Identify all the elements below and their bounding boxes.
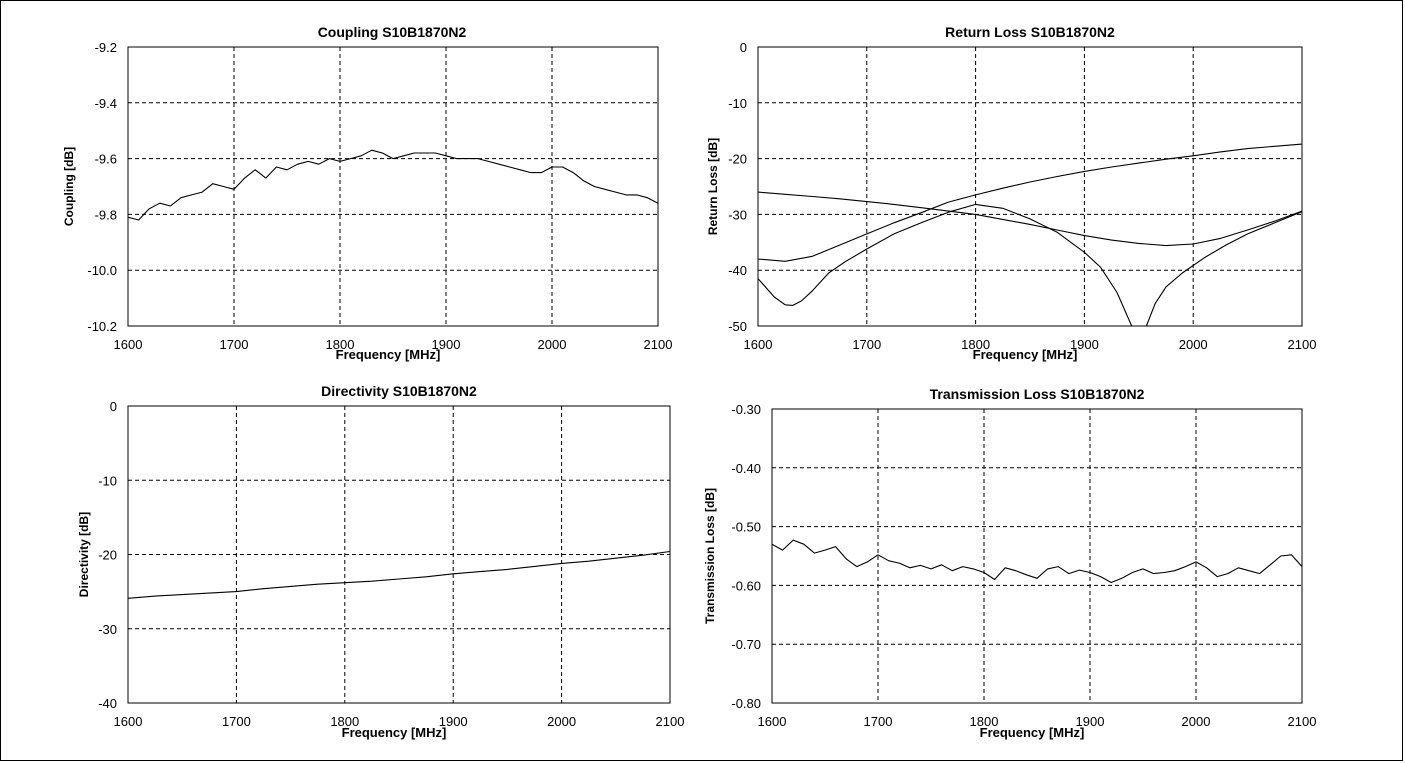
coupling-plot-area bbox=[127, 46, 659, 327]
directivity-y-tick-label: -20 bbox=[98, 548, 117, 563]
return-loss-x-tick-label: 1700 bbox=[852, 337, 881, 352]
return-loss-plot-area bbox=[757, 46, 1303, 327]
directivity-x-tick-label: 1800 bbox=[330, 714, 359, 729]
directivity-y-axis-label: Directivity [dB] bbox=[77, 512, 91, 597]
coupling-x-tick-label: 1600 bbox=[114, 337, 143, 352]
return-loss-y-tick-label: -20 bbox=[728, 152, 747, 167]
return-loss-series-line-1 bbox=[758, 191, 1302, 247]
transmission-loss-y-tick-label: -0.50 bbox=[731, 520, 761, 535]
transmission-loss-title: Transmission Loss S10B1870N2 bbox=[930, 386, 1145, 402]
return-loss-y-tick-label: -30 bbox=[728, 207, 747, 222]
return-loss-x-tick-label: 1900 bbox=[1070, 337, 1099, 352]
directivity-x-tick-label: 1700 bbox=[222, 714, 251, 729]
transmission-loss-x-tick-label: 2100 bbox=[1288, 714, 1317, 729]
directivity-y-tick-label: -10 bbox=[98, 473, 117, 488]
transmission-loss-y-tick-label: -0.40 bbox=[731, 461, 761, 476]
coupling-x-axis-label: Frequency [MHz] bbox=[336, 347, 441, 362]
coupling-x-tick-label: 2100 bbox=[644, 337, 673, 352]
directivity-x-tick-label: 1600 bbox=[114, 714, 143, 729]
transmission-loss-x-tick-label: 2000 bbox=[1182, 714, 1211, 729]
return-loss-series-line-3 bbox=[758, 203, 1302, 326]
transmission-loss-x-tick-label: 1600 bbox=[758, 714, 787, 729]
return-loss-x-tick-label: 2100 bbox=[1288, 337, 1317, 352]
transmission-loss-y-tick-label: -0.80 bbox=[731, 696, 761, 711]
directivity-x-tick-label: 2000 bbox=[547, 714, 576, 729]
transmission-loss-y-tick-label: -0.30 bbox=[731, 402, 761, 417]
coupling-x-tick-label: 1900 bbox=[432, 337, 461, 352]
directivity-series-line-1 bbox=[128, 550, 670, 599]
transmission-loss-x-axis-label: Frequency [MHz] bbox=[980, 725, 1085, 740]
return-loss-y-tick-label: -10 bbox=[728, 96, 747, 111]
coupling-x-tick-label: 2000 bbox=[538, 337, 567, 352]
coupling-x-tick-label: 1800 bbox=[326, 337, 355, 352]
return-loss-title: Return Loss S10B1870N2 bbox=[945, 24, 1115, 40]
coupling-title: Coupling S10B1870N2 bbox=[318, 24, 467, 40]
return-loss-series-line-2 bbox=[758, 143, 1302, 262]
transmission-loss-y-tick-label: -0.70 bbox=[731, 637, 761, 652]
directivity-plot-area bbox=[127, 405, 671, 704]
directivity-x-tick-label: 2100 bbox=[656, 714, 685, 729]
coupling-series-line-1 bbox=[128, 149, 658, 221]
directivity-y-tick-label: 0 bbox=[110, 399, 117, 414]
coupling-y-tick-label: -9.8 bbox=[95, 207, 117, 222]
directivity-title: Directivity S10B1870N2 bbox=[321, 383, 477, 399]
return-loss-x-axis-label: Frequency [MHz] bbox=[973, 347, 1078, 362]
directivity-x-axis-label: Frequency [MHz] bbox=[342, 725, 447, 740]
coupling-x-tick-label: 1700 bbox=[220, 337, 249, 352]
coupling-y-tick-label: -10.2 bbox=[87, 319, 117, 334]
coupling-y-tick-label: -9.4 bbox=[95, 96, 117, 111]
return-loss-x-tick-label: 2000 bbox=[1179, 337, 1208, 352]
return-loss-x-tick-label: 1800 bbox=[961, 337, 990, 352]
directivity-y-tick-label: -30 bbox=[98, 622, 117, 637]
return-loss-y-tick-label: -40 bbox=[728, 263, 747, 278]
directivity-y-tick-label: -40 bbox=[98, 696, 117, 711]
transmission-loss-series-line-1 bbox=[772, 539, 1302, 584]
transmission-loss-x-tick-label: 1900 bbox=[1076, 714, 1105, 729]
coupling-y-tick-label: -9.6 bbox=[95, 152, 117, 167]
coupling-y-tick-label: -10.0 bbox=[87, 263, 117, 278]
transmission-loss-x-tick-label: 1700 bbox=[864, 714, 893, 729]
return-loss-y-tick-label: -50 bbox=[728, 319, 747, 334]
directivity-x-tick-label: 1900 bbox=[439, 714, 468, 729]
transmission-loss-y-tick-label: -0.60 bbox=[731, 578, 761, 593]
return-loss-x-tick-label: 1600 bbox=[744, 337, 773, 352]
transmission-loss-plot-area bbox=[771, 408, 1303, 704]
return-loss-y-axis-label: Return Loss [dB] bbox=[706, 138, 720, 235]
return-loss-y-tick-label: 0 bbox=[740, 40, 747, 55]
coupling-y-tick-label: -9.2 bbox=[95, 40, 117, 55]
coupling-y-axis-label: Coupling [dB] bbox=[62, 147, 76, 226]
transmission-loss-x-tick-label: 1800 bbox=[970, 714, 999, 729]
transmission-loss-y-axis-label: Transmission Loss [dB] bbox=[703, 488, 717, 624]
